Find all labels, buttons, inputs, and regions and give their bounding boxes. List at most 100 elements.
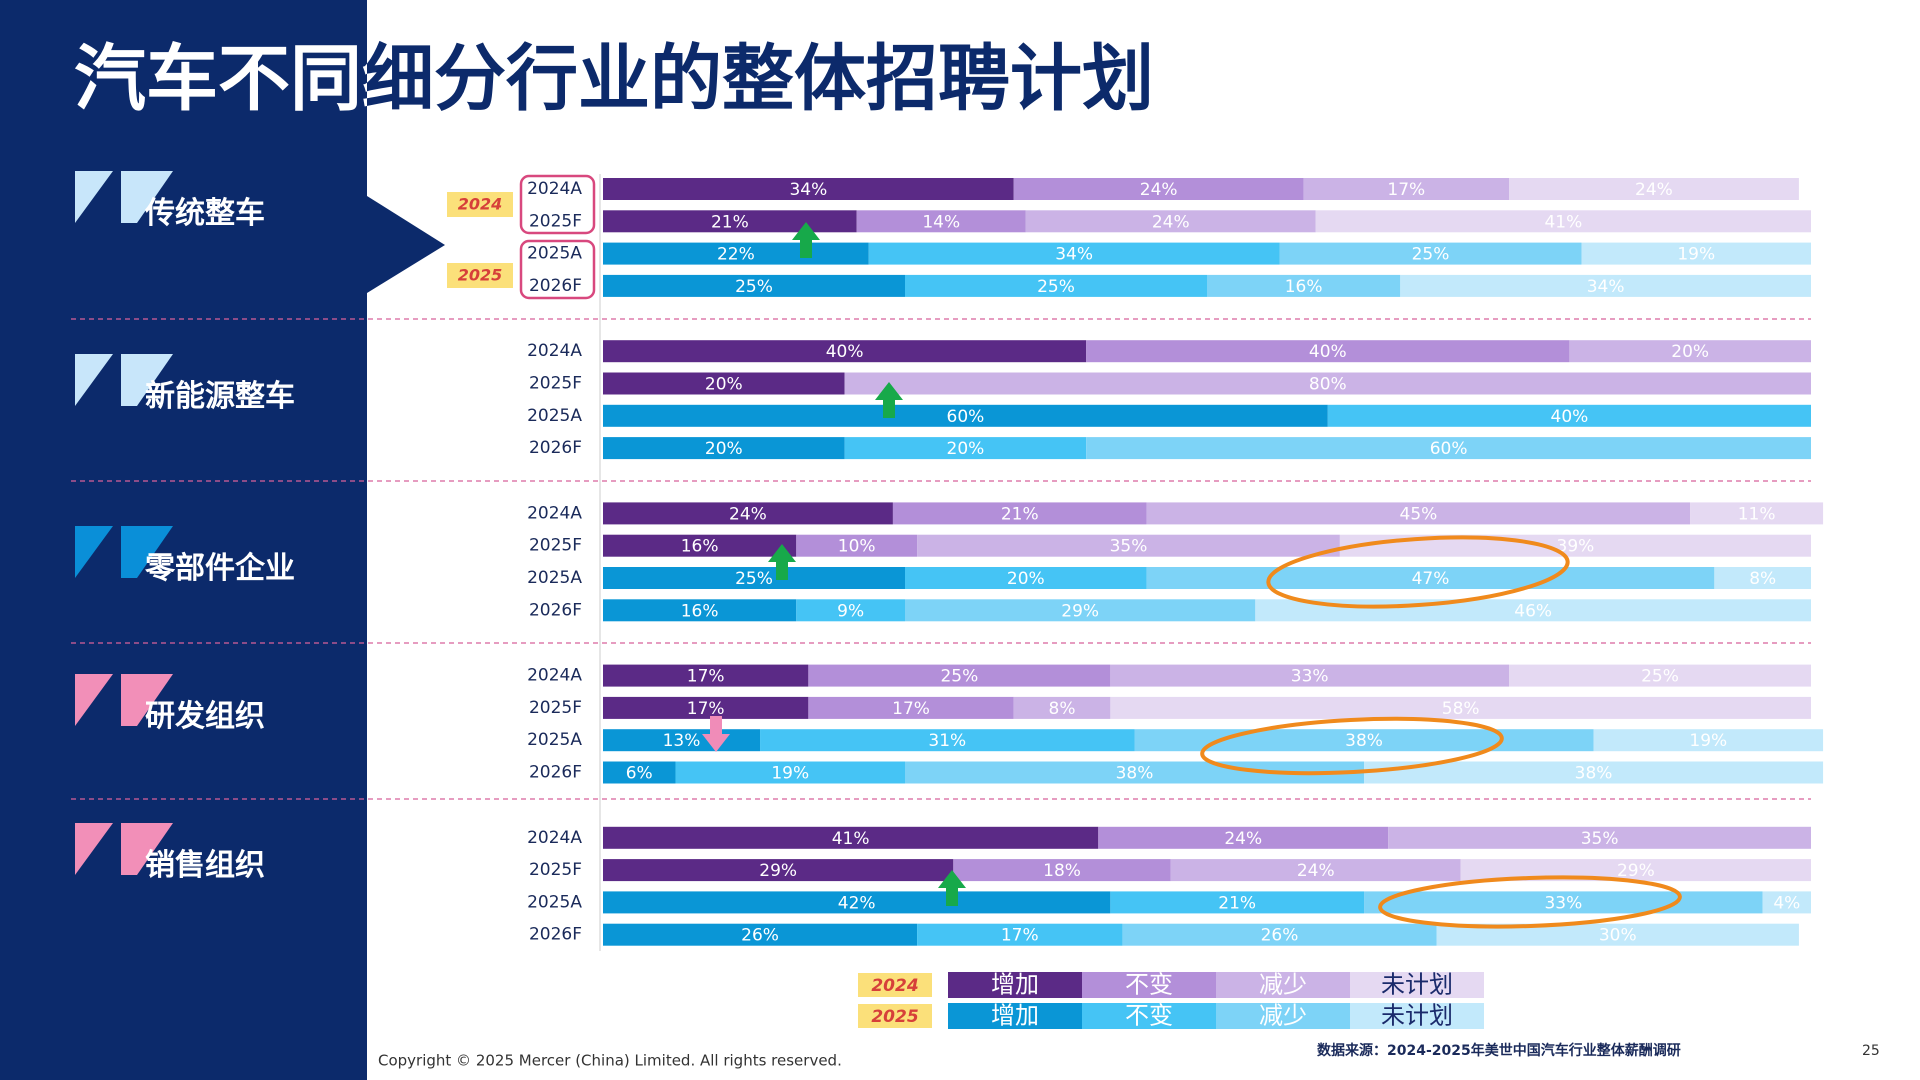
bar-value-label: 24% (1140, 180, 1178, 200)
bar-value-label: 25% (1412, 245, 1450, 265)
period-tag (447, 263, 513, 288)
bar-segment (796, 534, 918, 557)
bar-value-label: 4% (1773, 893, 1800, 913)
bar-segment (1303, 178, 1509, 200)
bar-segment (1279, 242, 1582, 265)
bar-value-label: 19% (771, 764, 809, 784)
bar-segment (1086, 340, 1570, 363)
bar-value-label: 34% (1587, 277, 1625, 297)
bar-segment (603, 923, 918, 946)
highlight-ellipse (1266, 535, 1570, 609)
bar-value-label: 21% (711, 212, 749, 232)
bar-value-label: 13% (663, 731, 701, 751)
side-panel (0, 0, 367, 1080)
bar-segment (603, 761, 676, 784)
period-tag-label: 2025 (458, 266, 503, 285)
bar-segment (603, 502, 893, 525)
legend-name: 未计划 (1381, 1002, 1453, 1030)
bar-value-label: 58% (1442, 699, 1480, 719)
row-label: 2026F (529, 925, 582, 945)
bar-value-label: 29% (1061, 601, 1099, 621)
bar-value-label: 30% (1599, 926, 1637, 946)
bar-value-label: 17% (1001, 926, 1039, 946)
row-label: 2024A (527, 828, 582, 848)
bar-segment (1388, 826, 1811, 849)
bar-segment (892, 502, 1147, 525)
bar-value-label: 20% (1007, 569, 1045, 589)
source: 数据来源：2024-2025年美世中国汽车行业整体薪酬调研 (1317, 1042, 1681, 1059)
row-label: 2024A (527, 341, 582, 361)
group-icon (121, 674, 173, 726)
highlight-ellipse (1378, 875, 1682, 929)
bar-segment (1086, 437, 1811, 460)
bar-segment (675, 761, 905, 784)
bar-value-label: 35% (1110, 537, 1148, 557)
bar-segment (844, 372, 1811, 395)
bar-value-label: 33% (1291, 667, 1329, 687)
bar-segment (905, 274, 1207, 297)
bar-value-label: 40% (1551, 407, 1589, 427)
bar-value-label: 20% (1671, 342, 1709, 362)
row-label: 2024A (527, 503, 582, 523)
bar-value-label: 11% (1738, 504, 1776, 524)
bar-value-label: 8% (1749, 569, 1776, 589)
bar-value-label: 24% (1224, 829, 1262, 849)
bar-segment (1569, 340, 1811, 363)
group-icon (121, 823, 173, 875)
bar-value-label: 16% (681, 601, 719, 621)
group-icon (121, 171, 173, 223)
legend-tag-label: 2025 (871, 1007, 918, 1027)
bar-value-label: 19% (1677, 245, 1715, 265)
legend-swatch (948, 1003, 1082, 1029)
bar-value-label: 60% (1430, 439, 1468, 459)
group-label: 研发组织 (145, 699, 265, 734)
bar-segment (1110, 664, 1509, 687)
bar-value-label: 40% (826, 342, 864, 362)
group-icon (121, 354, 173, 406)
bar-value-label: 41% (1544, 212, 1582, 232)
bar-segment (1593, 729, 1824, 752)
bar-segment (808, 664, 1111, 687)
group-label: 传统整车 (144, 196, 265, 231)
bar-segment (1339, 534, 1811, 557)
bar-value-label: 16% (1285, 277, 1323, 297)
bar-segment (1436, 923, 1799, 946)
bar-segment (603, 274, 905, 297)
bar-value-label: 39% (1557, 537, 1595, 557)
bar-value-label: 80% (1309, 375, 1347, 395)
bar-value-label: 20% (947, 439, 985, 459)
bar-segment (760, 729, 1135, 752)
bar-value-label: 8% (1049, 699, 1076, 719)
legend-name: 增加 (991, 971, 1039, 999)
period-tag (447, 192, 513, 217)
group-icon (75, 674, 113, 726)
bar-segment (1400, 274, 1811, 297)
row-label: 2025A (527, 406, 582, 426)
bar-segment (917, 923, 1123, 946)
bar-value-label: 41% (832, 829, 870, 849)
bar-segment (1013, 178, 1304, 200)
bar-value-label: 22% (717, 245, 755, 265)
bar-segment (856, 210, 1026, 233)
bar-segment (844, 437, 1087, 460)
row-label: 2025A (527, 730, 582, 750)
bar-segment (1146, 502, 1691, 525)
bar-value-label: 25% (1641, 667, 1679, 687)
bar-segment (603, 859, 954, 882)
bar-segment (1364, 761, 1824, 784)
bar-segment (603, 210, 857, 233)
bar-segment (868, 242, 1280, 265)
bar-value-label: 21% (1001, 504, 1039, 524)
chart: 传统整车 2024A 34% 24% 17% 24% 2025F 21% 14% 24% 41% 20… (71, 171, 1824, 1030)
bar-value-label: 24% (729, 504, 767, 524)
bar-segment (603, 891, 1111, 914)
bar-segment (1025, 210, 1316, 233)
legend-swatch (1082, 972, 1216, 998)
row-label: 2026F (529, 438, 582, 458)
bar-value-label: 29% (759, 861, 797, 881)
bar-segment (603, 599, 797, 622)
group-icon (75, 171, 113, 223)
group-icon (75, 823, 113, 875)
annotations (702, 222, 1682, 929)
